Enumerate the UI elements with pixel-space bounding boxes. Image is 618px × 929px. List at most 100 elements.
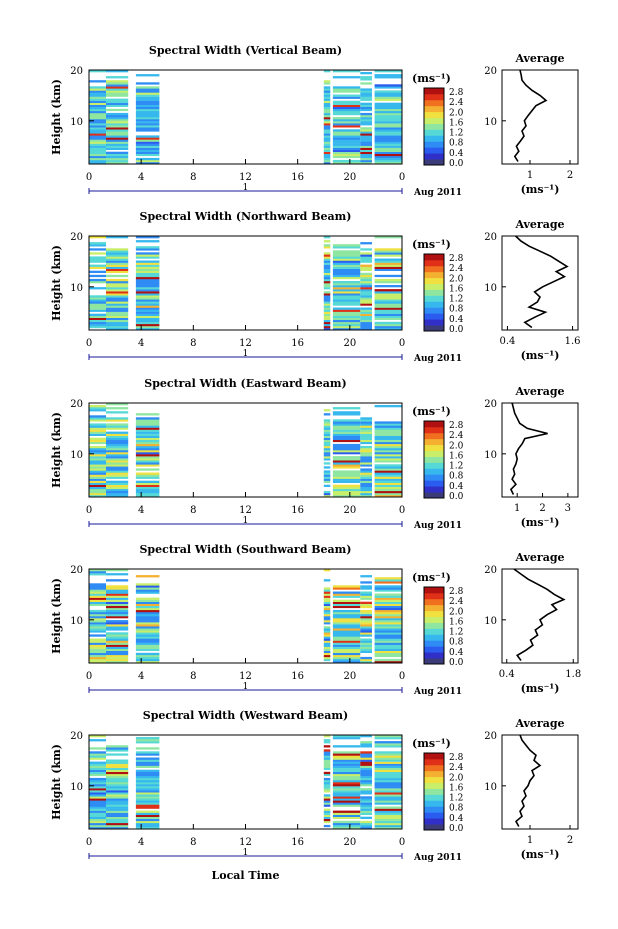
colorbar-segment [424,770,444,778]
colorbar-segment [424,265,444,273]
heatmap-cell [360,278,372,282]
average-frame [501,734,579,830]
average-frame [501,402,579,498]
x-tick-label: 16 [291,338,304,349]
heatmap-cell [332,462,361,465]
heatmap-cell [135,636,160,639]
heatmap-cell [135,794,160,797]
heatmap-cell [360,289,372,292]
heatmap-cell [332,119,361,122]
avg-x-tick-label: 0.4 [499,336,515,347]
heatmap-cell [106,780,129,783]
heatmap-cell [106,250,129,253]
heatmap-cell [360,76,372,79]
heatmap-cell [89,317,106,320]
heatmap-cell [374,303,402,306]
heatmap-cell [360,313,372,316]
heatmap-cell [135,597,160,600]
heatmap-cell [89,415,106,418]
heatmap-cell [106,162,129,165]
heatmap-cell [360,648,372,651]
heatmap-cell [374,737,402,740]
heatmap-cell [323,283,331,286]
heatmap-cell [374,264,402,267]
heatmap-cell [374,585,402,588]
colorbar-segment [424,616,444,623]
heatmap-cell [323,153,331,157]
heatmap-cell [89,464,106,467]
heatmap-cell [89,593,106,596]
colorbar-segment [424,462,444,469]
heatmap-cell [323,254,331,257]
heatmap-cell [360,490,372,494]
heatmap-cell [135,429,160,432]
heatmap-cell [89,425,106,428]
colorbar-segment [424,598,444,606]
heatmap-cell [323,429,331,432]
heatmap-cell [89,820,106,824]
heatmap-cell [135,753,160,756]
heatmap-cell [135,119,160,122]
heatmap-cell [332,419,361,422]
heatmap-cell [374,112,402,116]
heatmap-cell [89,492,106,496]
heatmap-cell [323,108,331,112]
heatmap-cell [135,800,160,803]
heatmap-cell [135,824,160,828]
heatmap-cell [323,476,331,479]
heatmap-cell [332,460,361,463]
heatmap-cell [374,624,402,627]
heatmap-cell [135,423,160,426]
heatmap-cell [106,495,129,498]
heatmap-cell [106,112,129,116]
heatmap-cell [374,431,402,434]
heatmap-cell [106,765,129,768]
heatmap-cell [360,427,372,430]
heatmap-cell [135,741,160,744]
average-frame [501,568,579,664]
heatmap-cell [106,654,129,658]
heatmap-cell [374,301,402,304]
heatmap-cell [106,818,129,822]
heatmap-cell [323,593,331,596]
heatmap-cell [106,439,129,443]
heatmap-cell [89,472,106,475]
x-tick-label: 4 [138,837,144,848]
heatmap-cell [89,90,106,93]
heatmap-cell [135,149,160,152]
avg-y-tick-label: 10 [484,616,497,627]
heatmap-cell [89,798,106,801]
heatmap-cell [332,104,361,107]
heatmap-cell [89,307,106,310]
heatmap-cell [323,92,331,95]
day-label: 1 [243,349,249,359]
heatmap-cell [332,790,361,793]
y-axis-label: Height (km) [50,245,63,321]
colorbar-tick-label: 2.8 [449,421,464,431]
colorbar-segment [424,646,444,653]
heatmap-cell [135,125,160,128]
heatmap-cells [89,236,402,331]
heatmap-cell [106,70,129,73]
colorbar-segment [424,283,444,290]
colorbar-segment [424,806,444,813]
heatmap-cell [135,458,160,461]
heatmap-cell [89,110,106,114]
heatmap-cell [89,409,106,412]
heatmap-cell [332,268,361,271]
heatmap-cell [106,806,129,809]
x-tick-label: 12 [239,505,252,516]
heatmap-cell [374,328,402,331]
heatmap-cell [332,476,361,479]
heatmap-cell [135,157,160,161]
heatmap-cell [89,100,106,103]
average-line [515,235,569,329]
heatmap-cell [323,784,331,787]
colorbar-tick-label: 0.8 [449,472,464,482]
heatmap-cell [106,775,129,779]
heatmap-cell [360,155,372,159]
heatmap-cell [360,315,372,318]
colorbar-tick-label: 1.6 [449,783,464,793]
heatmap-cell [332,328,361,331]
